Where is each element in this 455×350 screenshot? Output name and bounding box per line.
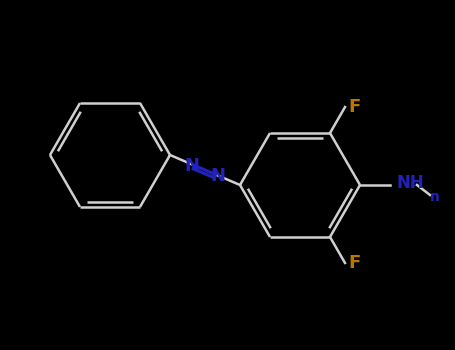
Text: N: N <box>185 157 200 175</box>
Text: N: N <box>210 167 225 185</box>
Text: NH: NH <box>397 174 425 192</box>
Text: n: n <box>430 190 440 204</box>
Text: F: F <box>348 254 360 272</box>
Text: F: F <box>348 98 360 116</box>
